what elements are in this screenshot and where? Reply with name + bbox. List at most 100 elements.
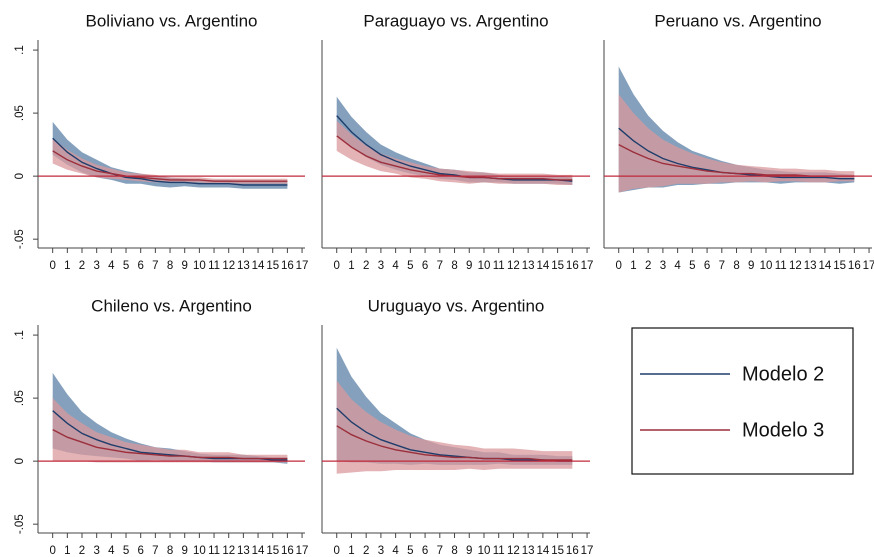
x-tick-label: 5 <box>407 545 413 557</box>
x-tick-label: 15 <box>266 545 279 557</box>
x-tick-label: 2 <box>79 260 85 272</box>
x-tick-label: 2 <box>363 545 369 557</box>
series-line <box>52 150 288 182</box>
x-tick-label: 6 <box>704 260 710 272</box>
x-tick-label: 3 <box>378 260 384 272</box>
x-tick-label: 3 <box>93 545 99 557</box>
x-tick-label: 15 <box>551 545 564 557</box>
x-tick-label: 5 <box>123 260 129 272</box>
x-tick-label: 11 <box>208 545 220 557</box>
panel-title: Chileno vs. Argentino <box>91 296 252 315</box>
x-tick-label: 1 <box>64 260 70 272</box>
x-tick-label: 0 <box>49 545 55 557</box>
legend-label: Modelo 2 <box>742 363 824 385</box>
x-tick-label: 0 <box>334 260 340 272</box>
x-tick-label: 16 <box>566 545 579 557</box>
x-tick-label: 12 <box>507 545 520 557</box>
x-tick-label: 4 <box>674 260 681 272</box>
x-tick-label: 9 <box>466 260 472 272</box>
x-tick-label: 11 <box>775 260 787 272</box>
x-tick-label: 1 <box>348 260 354 272</box>
x-tick-label: 17 <box>863 260 874 272</box>
x-tick-label: 16 <box>566 260 579 272</box>
x-tick-label: 3 <box>378 545 384 557</box>
x-tick-label: 1 <box>630 260 636 272</box>
x-tick-label: 17 <box>581 260 594 272</box>
panel-title: Peruano vs. Argentino <box>654 11 821 30</box>
panel-title: Boliviano vs. Argentino <box>86 11 258 30</box>
y-tick-label: .05 <box>14 105 26 121</box>
x-tick-label: 8 <box>733 260 739 272</box>
confidence-band <box>618 94 855 193</box>
x-tick-label: 13 <box>522 260 535 272</box>
x-tick-label: 14 <box>818 260 831 272</box>
x-tick-label: 9 <box>182 545 188 557</box>
x-tick-label: 2 <box>363 260 369 272</box>
x-tick-label: 9 <box>748 260 754 272</box>
x-tick-label: 2 <box>645 260 651 272</box>
x-tick-label: 11 <box>208 260 220 272</box>
x-tick-label: 13 <box>237 545 250 557</box>
y-tick-label: .05 <box>14 390 26 406</box>
x-tick-label: 7 <box>152 545 158 557</box>
x-tick-label: 3 <box>93 260 99 272</box>
x-tick-label: 0 <box>616 260 622 272</box>
x-tick-label: 16 <box>281 260 294 272</box>
x-tick-label: 9 <box>466 545 472 557</box>
legend-label: Modelo 3 <box>742 419 824 441</box>
x-tick-label: 17 <box>581 545 594 557</box>
x-tick-label: 10 <box>478 545 491 557</box>
x-tick-label: 12 <box>222 260 235 272</box>
series-line <box>336 425 573 461</box>
x-tick-label: 4 <box>108 260 115 272</box>
x-tick-label: 4 <box>392 260 399 272</box>
x-tick-label: 10 <box>193 260 206 272</box>
x-tick-label: 3 <box>660 260 666 272</box>
x-tick-label: 5 <box>407 260 413 272</box>
x-tick-label: 15 <box>266 260 279 272</box>
x-tick-label: 17 <box>296 545 309 557</box>
x-tick-label: 13 <box>804 260 817 272</box>
x-tick-label: 14 <box>252 260 265 272</box>
x-tick-label: 7 <box>437 545 443 557</box>
x-tick-label: 16 <box>281 545 294 557</box>
x-tick-label: 1 <box>348 545 354 557</box>
x-tick-label: 0 <box>49 260 55 272</box>
x-tick-label: 9 <box>182 260 188 272</box>
x-tick-label: 2 <box>79 545 85 557</box>
y-tick-label: 0 <box>14 458 26 464</box>
series-line <box>52 428 288 460</box>
x-tick-label: 12 <box>789 260 802 272</box>
x-tick-label: 1 <box>64 545 70 557</box>
confidence-band <box>336 120 573 185</box>
x-tick-label: 10 <box>760 260 773 272</box>
x-tick-label: 12 <box>507 260 520 272</box>
x-tick-label: 10 <box>478 260 491 272</box>
x-tick-label: 8 <box>167 545 173 557</box>
x-tick-label: 6 <box>422 260 428 272</box>
x-tick-label: 16 <box>848 260 861 272</box>
confidence-band <box>52 398 288 463</box>
x-tick-label: 13 <box>522 545 535 557</box>
x-tick-label: 8 <box>451 545 457 557</box>
x-tick-label: 12 <box>222 545 235 557</box>
y-tick-label: .1 <box>14 330 26 340</box>
x-tick-label: 15 <box>833 260 846 272</box>
x-tick-label: 15 <box>551 260 564 272</box>
y-tick-label: .1 <box>14 45 26 55</box>
y-tick-label: -.05 <box>14 229 26 249</box>
panel-title: Uruguayo vs. Argentino <box>368 296 545 315</box>
x-tick-label: 10 <box>193 545 206 557</box>
y-tick-label: -.05 <box>14 514 26 534</box>
x-tick-label: 17 <box>296 260 309 272</box>
x-tick-label: 5 <box>123 545 129 557</box>
series-line <box>336 407 573 462</box>
x-tick-label: 7 <box>437 260 443 272</box>
x-tick-label: 8 <box>451 260 457 272</box>
y-tick-label: 0 <box>14 173 26 179</box>
x-tick-label: 4 <box>108 545 115 557</box>
panel-title: Paraguayo vs. Argentino <box>363 11 548 30</box>
x-tick-label: 8 <box>167 260 173 272</box>
x-tick-label: 7 <box>719 260 725 272</box>
